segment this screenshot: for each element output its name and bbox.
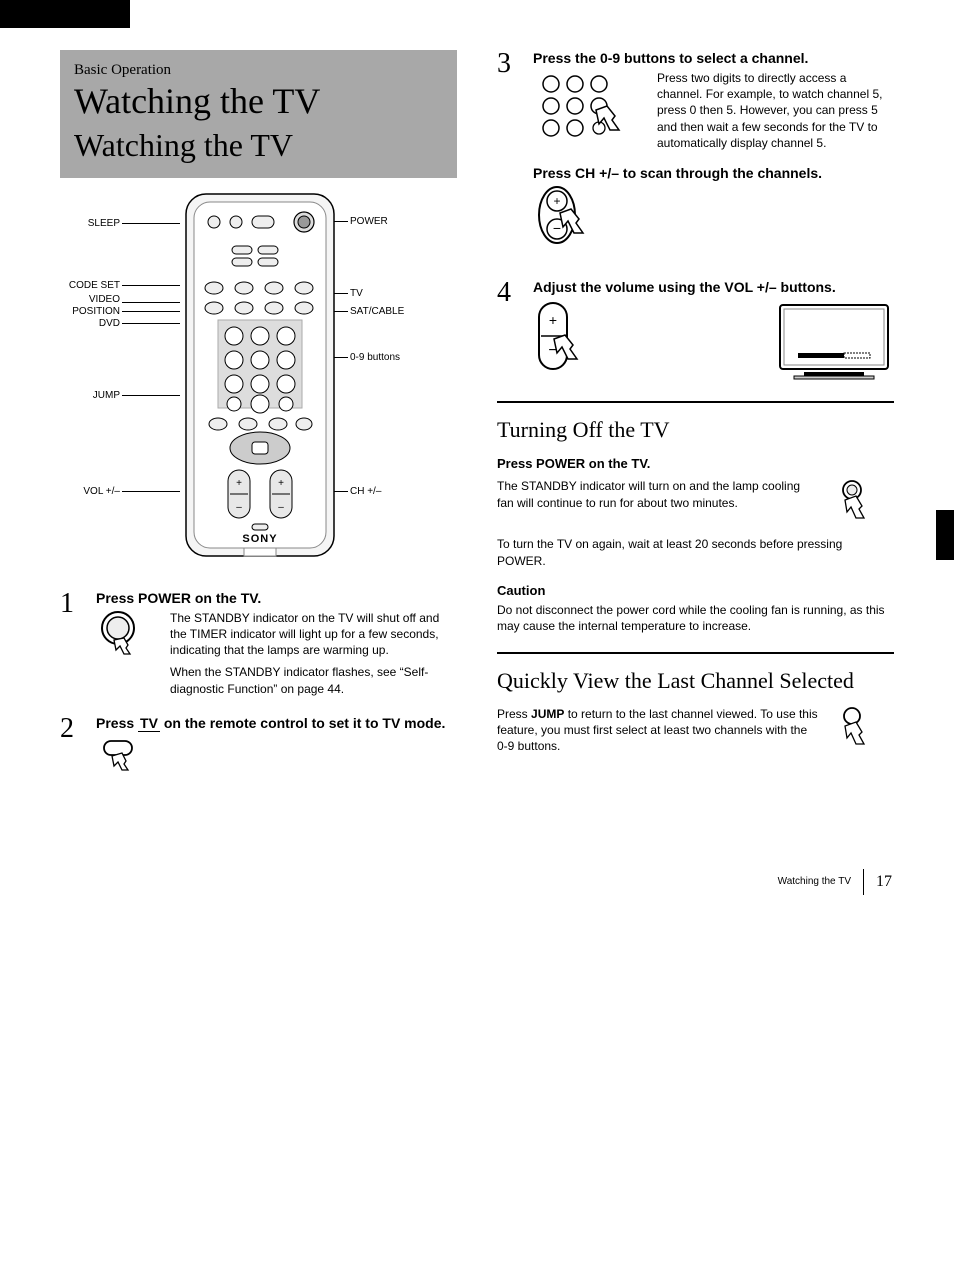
step-3: 3 Press the 0-9 buttons to select a chan… bbox=[497, 50, 894, 261]
step-number: 2 bbox=[60, 715, 84, 793]
page-title: Watching the TV bbox=[74, 83, 443, 121]
keypad-icon bbox=[533, 70, 643, 150]
page-subtitle: Watching the TV bbox=[74, 127, 443, 164]
step-number: 3 bbox=[497, 50, 521, 261]
page: Basic Operation Basic Operation Watching… bbox=[0, 0, 954, 923]
footer: Watching the TV 17 bbox=[0, 851, 954, 923]
title-box: Basic Operation Watching the TV Watching… bbox=[60, 50, 457, 178]
remote-svg: + – + – SONY bbox=[180, 190, 340, 565]
step-head-ch: Press CH +/– to scan through the channel… bbox=[533, 165, 894, 181]
right-column: 3 Press the 0-9 buttons to select a chan… bbox=[497, 50, 894, 811]
caution-block: Caution Do not disconnect the power cord… bbox=[497, 583, 894, 634]
side-black-tab bbox=[936, 510, 954, 560]
turnoff-text: The STANDBY indicator will turn on and t… bbox=[497, 478, 820, 510]
step-head: Press the 0-9 buttons to select a channe… bbox=[533, 50, 894, 66]
turnoff-head: Press POWER on the TV. bbox=[497, 455, 894, 473]
callout-sleep: SLEEP bbox=[60, 218, 120, 229]
callout-power: POWER bbox=[350, 216, 430, 227]
svg-text:–: – bbox=[278, 502, 284, 513]
turnoff-block: Press POWER on the TV. The STANDBY indic… bbox=[497, 455, 894, 634]
step-1: 1 Press POWER on the TV. bbox=[60, 590, 457, 697]
power-button-icon bbox=[96, 610, 156, 672]
turnoff-wait: To turn the TV on again, wait at least 2… bbox=[497, 536, 894, 568]
callout-satcable: SAT/CABLE bbox=[350, 306, 430, 317]
callout-09: 0-9 buttons bbox=[350, 352, 430, 363]
step-2: 2 Press TV on the remote control to set … bbox=[60, 715, 457, 793]
step-number: 1 bbox=[60, 590, 84, 697]
step-text: The STANDBY indicator on the TV will shu… bbox=[170, 610, 457, 659]
header-black-tab bbox=[0, 0, 130, 28]
caution-text: Do not disconnect the power cord while t… bbox=[497, 602, 894, 634]
step-head: Press TV on the remote control to set it… bbox=[96, 715, 457, 731]
callout-tv: TV bbox=[350, 288, 430, 299]
callout-video: VIDEO bbox=[60, 294, 120, 305]
step-body: Press POWER on the TV. The STANDBY indic… bbox=[96, 590, 457, 697]
step-head: Press POWER on the TV. bbox=[96, 590, 457, 606]
vol-rocker-icon: + − bbox=[533, 299, 597, 383]
chapter-heading: Basic Operation bbox=[74, 62, 443, 79]
callout-vol: VOL +/– bbox=[60, 486, 120, 497]
step-head: Adjust the volume using the VOL +/– butt… bbox=[533, 279, 894, 295]
small-power-icon bbox=[834, 478, 894, 530]
section-heading-quickview: Quickly View the Last Channel Selected bbox=[497, 668, 894, 693]
quickview-block: Press JUMP to return to the last channel… bbox=[497, 706, 894, 758]
callout-jump: JUMP bbox=[60, 390, 120, 401]
section-heading-turnoff: Turning Off the TV bbox=[497, 417, 894, 443]
main-content: Basic Operation Watching the TV Watching… bbox=[0, 0, 954, 851]
callout-codeset: CODE SET bbox=[60, 280, 120, 291]
tv-button-icon bbox=[96, 735, 156, 793]
svg-text:+: + bbox=[553, 194, 560, 208]
callout-ch: CH +/– bbox=[350, 486, 430, 497]
step-text: Press two digits to directly access a ch… bbox=[657, 70, 894, 151]
remote-diagram: SLEEP CODE SET VIDEO POSITION DVD JUMP V… bbox=[60, 190, 457, 590]
svg-text:SONY: SONY bbox=[242, 533, 277, 545]
step-note: When the STANDBY indicator flashes, see … bbox=[170, 664, 457, 696]
section-divider bbox=[497, 652, 894, 654]
tv-volume-illustration bbox=[774, 299, 894, 383]
callout-dvd: DVD bbox=[60, 318, 120, 329]
svg-text:–: – bbox=[236, 502, 242, 513]
sidebar-vertical-label: Basic Operation bbox=[917, 516, 928, 597]
section-divider bbox=[497, 401, 894, 403]
svg-text:+: + bbox=[549, 312, 557, 328]
caution-label: Caution bbox=[497, 583, 894, 598]
step-4: 4 Adjust the volume using the VOL +/– bu… bbox=[497, 279, 894, 383]
jump-button-icon bbox=[834, 706, 894, 758]
left-column: Basic Operation Watching the TV Watching… bbox=[60, 50, 457, 811]
svg-text:+: + bbox=[236, 478, 242, 489]
footer-text: Watching the TV bbox=[778, 876, 851, 887]
callout-position: POSITION bbox=[60, 306, 120, 317]
quickview-text: Press JUMP to return to the last channel… bbox=[497, 706, 820, 755]
footer-divider bbox=[863, 869, 864, 895]
svg-text:+: + bbox=[278, 478, 284, 489]
svg-text:−: − bbox=[553, 220, 561, 236]
ch-rocker-icon: + − bbox=[533, 185, 894, 261]
step-number: 4 bbox=[497, 279, 521, 383]
footer-page-number: 17 bbox=[876, 873, 892, 891]
